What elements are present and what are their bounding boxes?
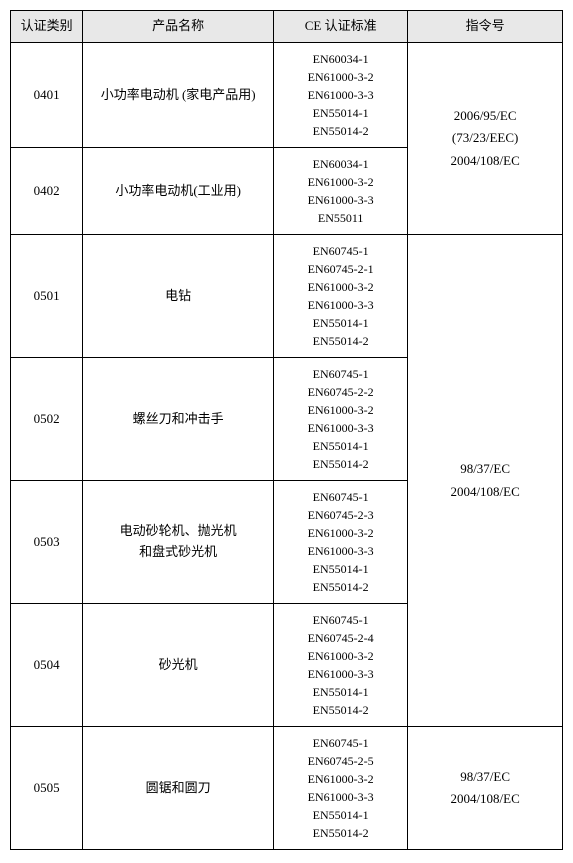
cell-product: 电钻 [83, 235, 274, 358]
std-item: EN55014-2 [313, 122, 369, 140]
cell-product: 小功率电动机 (家电产品用) [83, 43, 274, 148]
std-item: EN61000-3-2 [308, 68, 374, 86]
std-item: EN55014-1 [313, 560, 369, 578]
std-item: EN61000-3-3 [308, 788, 374, 806]
std-item: EN61000-3-3 [308, 419, 374, 437]
std-item: EN55011 [318, 209, 364, 227]
std-item: EN55014-2 [313, 701, 369, 719]
std-item: EN55014-2 [313, 332, 369, 350]
dir-item: 98/37/EC [460, 458, 510, 480]
std-item: EN60745-1 [313, 365, 369, 383]
std-item: EN61000-3-2 [308, 278, 374, 296]
std-item: EN61000-3-3 [308, 542, 374, 560]
std-item: EN55014-2 [313, 824, 369, 842]
std-item: EN55014-2 [313, 455, 369, 473]
std-item: EN61000-3-2 [308, 647, 374, 665]
std-item: EN61000-3-3 [308, 86, 374, 104]
cell-category: 0503 [11, 481, 83, 604]
std-item: EN55014-1 [313, 437, 369, 455]
table-row: 0501 电钻 EN60745-1 EN60745-2-1 EN61000-3-… [11, 235, 563, 358]
dir-item: 2004/108/EC [450, 788, 519, 810]
header-row: 认证类别 产品名称 CE 认证标准 指令号 [11, 11, 563, 43]
std-item: EN55014-1 [313, 104, 369, 122]
header-standard: CE 认证标准 [274, 11, 408, 43]
header-category: 认证类别 [11, 11, 83, 43]
table-row: 0505 圆锯和圆刀 EN60745-1 EN60745-2-5 EN61000… [11, 727, 563, 850]
std-item: EN60034-1 [313, 155, 369, 173]
ce-cert-table: 认证类别 产品名称 CE 认证标准 指令号 0401 小功率电动机 (家电产品用… [10, 10, 563, 850]
cell-category: 0504 [11, 604, 83, 727]
cell-standard: EN60745-1 EN60745-2-2 EN61000-3-2 EN6100… [274, 358, 408, 481]
std-item: EN60745-1 [313, 488, 369, 506]
cell-product: 小功率电动机(工业用) [83, 148, 274, 235]
std-item: EN55014-1 [313, 806, 369, 824]
std-item: EN61000-3-3 [308, 296, 374, 314]
std-item: EN61000-3-2 [308, 524, 374, 542]
cell-category: 0505 [11, 727, 83, 850]
std-item: EN60745-2-3 [308, 506, 374, 524]
std-item: EN60745-1 [313, 242, 369, 260]
std-item: EN61000-3-2 [308, 401, 374, 419]
std-item: EN61000-3-3 [308, 191, 374, 209]
std-item: EN61000-3-2 [308, 173, 374, 191]
cell-standard: EN60034-1 EN61000-3-2 EN61000-3-3 EN5501… [274, 43, 408, 148]
cell-category: 0501 [11, 235, 83, 358]
std-item: EN60034-1 [313, 50, 369, 68]
std-item: EN60745-1 [313, 734, 369, 752]
dir-item: 2006/95/EC [454, 105, 517, 127]
table-row: 0401 小功率电动机 (家电产品用) EN60034-1 EN61000-3-… [11, 43, 563, 148]
header-directive: 指令号 [408, 11, 563, 43]
std-item: EN60745-1 [313, 611, 369, 629]
std-item: EN55014-1 [313, 314, 369, 332]
cell-directive: 98/37/EC 2004/108/EC [408, 727, 563, 850]
cell-standard: EN60745-1 EN60745-2-1 EN61000-3-2 EN6100… [274, 235, 408, 358]
cell-standard: EN60745-1 EN60745-2-5 EN61000-3-2 EN6100… [274, 727, 408, 850]
std-item: EN61000-3-2 [308, 770, 374, 788]
cell-standard: EN60745-1 EN60745-2-3 EN61000-3-2 EN6100… [274, 481, 408, 604]
cell-standard: EN60745-1 EN60745-2-4 EN61000-3-2 EN6100… [274, 604, 408, 727]
cell-product: 砂光机 [83, 604, 274, 727]
product-line: 电动砂轮机、抛光机 [120, 521, 237, 542]
cell-directive: 98/37/EC 2004/108/EC [408, 235, 563, 727]
std-item: EN55014-2 [313, 578, 369, 596]
std-item: EN60745-2-4 [308, 629, 374, 647]
cell-category: 0502 [11, 358, 83, 481]
dir-item: (73/23/EEC) [452, 127, 518, 149]
cell-product: 螺丝刀和冲击手 [83, 358, 274, 481]
std-item: EN60745-2-1 [308, 260, 374, 278]
cell-category: 0402 [11, 148, 83, 235]
std-item: EN60745-2-2 [308, 383, 374, 401]
cell-product: 圆锯和圆刀 [83, 727, 274, 850]
dir-item: 2004/108/EC [450, 150, 519, 172]
std-item: EN61000-3-3 [308, 665, 374, 683]
std-item: EN55014-1 [313, 683, 369, 701]
dir-item: 98/37/EC [460, 766, 510, 788]
cell-directive: 2006/95/EC (73/23/EEC) 2004/108/EC [408, 43, 563, 235]
cell-standard: EN60034-1 EN61000-3-2 EN61000-3-3 EN5501… [274, 148, 408, 235]
dir-item: 2004/108/EC [450, 481, 519, 503]
std-item: EN60745-2-5 [308, 752, 374, 770]
header-product: 产品名称 [83, 11, 274, 43]
cell-product: 电动砂轮机、抛光机 和盘式砂光机 [83, 481, 274, 604]
product-line: 和盘式砂光机 [139, 542, 217, 563]
cell-category: 0401 [11, 43, 83, 148]
